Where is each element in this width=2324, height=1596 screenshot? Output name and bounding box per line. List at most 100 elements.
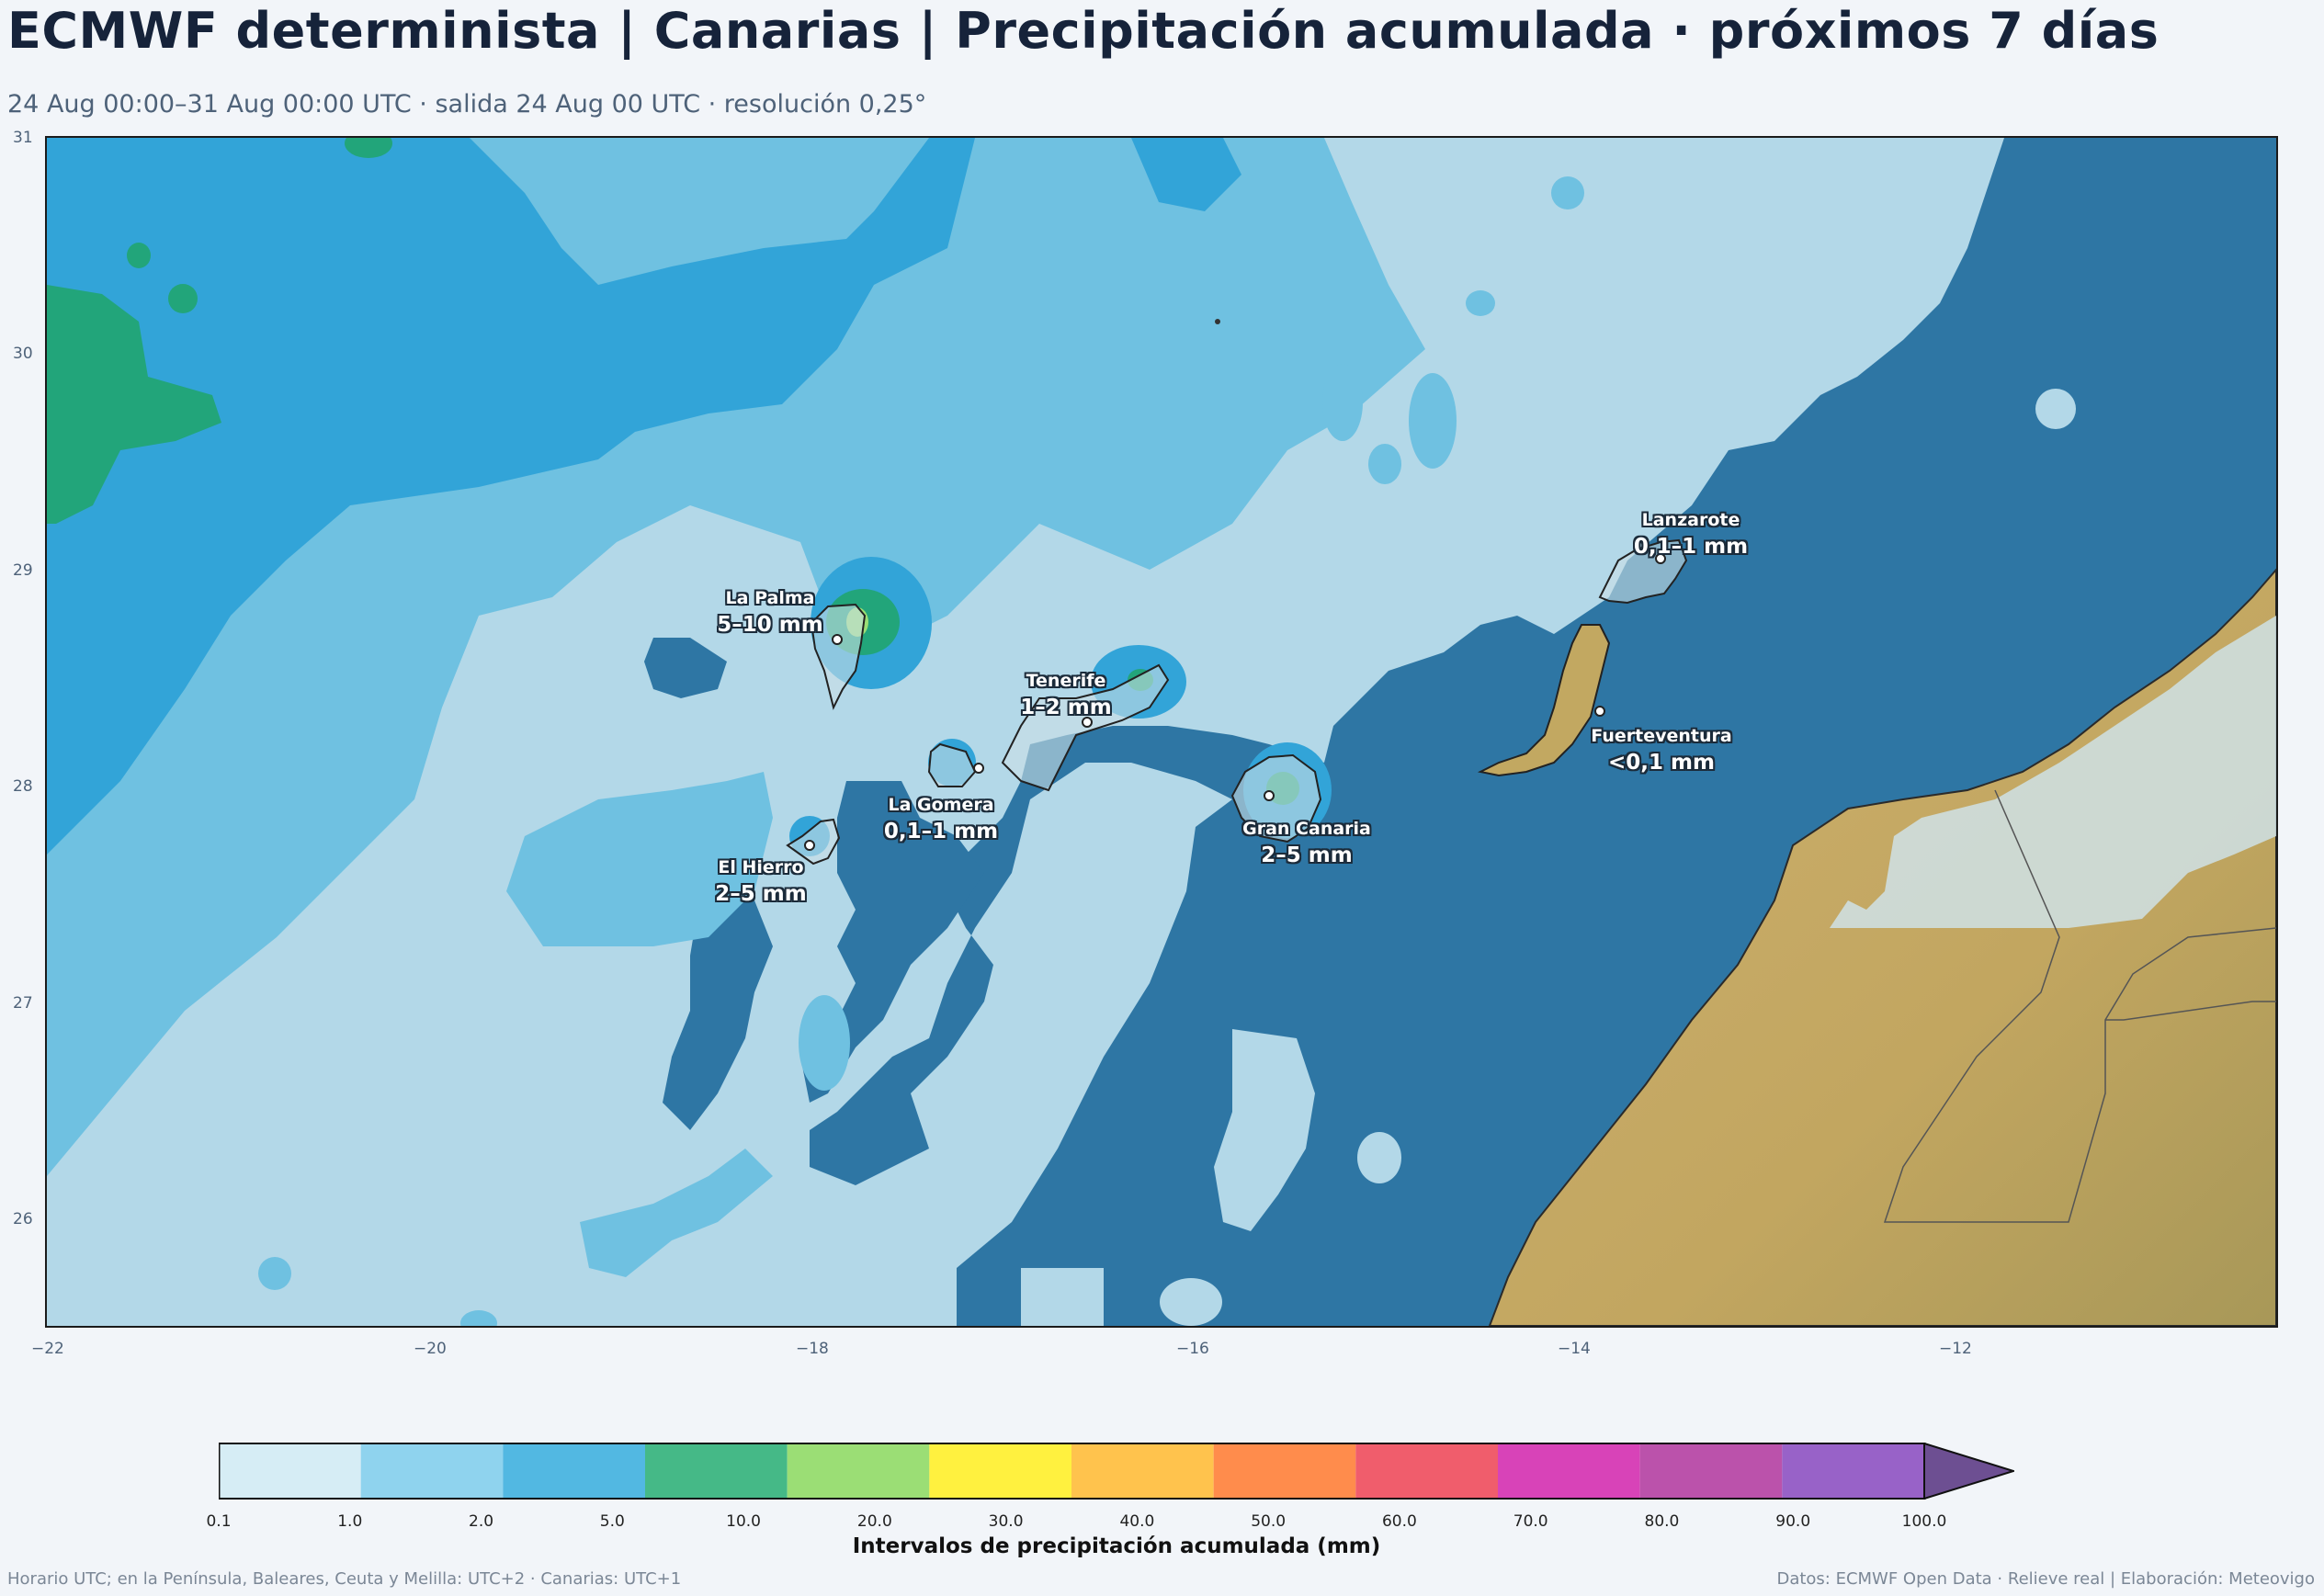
africa-light-coast — [1830, 616, 2276, 928]
station-marker — [973, 763, 984, 774]
colorbar-title: Intervalos de precipitación acumulada (m… — [852, 1534, 1381, 1558]
band-dark — [47, 138, 975, 855]
island-label-value: 2–5 mm — [715, 882, 807, 906]
band-ocean — [810, 138, 2276, 1326]
station-marker — [1594, 706, 1605, 717]
y-tick-label: 27 — [13, 994, 33, 1013]
band-green — [47, 285, 221, 524]
y-tick-label: 29 — [13, 561, 33, 580]
island-label-value: 5–10 mm — [717, 613, 823, 637]
band-ocean-palma — [644, 638, 727, 698]
colorbar-segment — [1213, 1443, 1356, 1499]
band-medium-blob — [1368, 444, 1401, 484]
colorbar-segment — [1355, 1443, 1498, 1499]
colorbar-segment — [929, 1443, 1071, 1499]
band-medium-blob — [1322, 364, 1363, 441]
colorbar-tick-label: 90.0 — [1775, 1512, 1811, 1531]
footer-timezone-note: Horario UTC; en la Península, Baleares, … — [7, 1569, 682, 1589]
green-blob — [168, 284, 198, 313]
colorbar-tick-label: 80.0 — [1644, 1512, 1680, 1531]
colorbar-tick-label: 30.0 — [988, 1512, 1024, 1531]
colorbar-tick-label: 60.0 — [1381, 1512, 1417, 1531]
colorbar-tick-label: 50.0 — [1251, 1512, 1287, 1531]
band-light-patch — [1160, 1278, 1222, 1326]
colorbar-tick-label: 1.0 — [337, 1512, 363, 1531]
island-label-value: 1–2 mm — [1020, 696, 1112, 719]
x-tick-label: −18 — [796, 1340, 829, 1358]
colorbar-segment — [1498, 1443, 1640, 1499]
band-medium-blob — [258, 1257, 291, 1290]
station-marker — [804, 840, 815, 851]
colorbar-tick-label: 70.0 — [1513, 1512, 1548, 1531]
colorbar-segment — [1782, 1443, 1924, 1499]
colorbar-tick-label: 5.0 — [599, 1512, 625, 1531]
colorbar-tick-label: 2.0 — [469, 1512, 494, 1531]
border-line — [1883, 789, 2276, 1223]
station-marker — [832, 634, 843, 645]
band-ocean-hierro — [663, 900, 773, 1130]
y-tick-label: 28 — [13, 777, 33, 796]
y-tick-label: 31 — [13, 129, 33, 147]
colorbar-segment — [219, 1443, 361, 1499]
island-label-value: 0,1–1 mm — [1633, 535, 1749, 559]
colorbar-segment — [503, 1443, 645, 1499]
page-title: ECMWF determinista | Canarias | Precipit… — [7, 2, 2160, 60]
island-label-name: La Palma — [725, 588, 815, 608]
colorbar-extend-arrow — [1923, 1443, 2014, 1500]
colorbar — [219, 1443, 2014, 1500]
band-medium-blob — [1466, 290, 1495, 316]
footer-credits: Datos: ECMWF Open Data · Relieve real | … — [1776, 1569, 2315, 1589]
band-light-patch — [2035, 389, 2076, 429]
island-fuerteventura — [1477, 624, 1611, 777]
band-medium-blob — [1551, 176, 1584, 209]
island-tenerife — [1001, 663, 1170, 792]
station-marker — [1264, 790, 1275, 801]
band-medium-blob — [1409, 373, 1457, 469]
colorbar-segment — [645, 1443, 788, 1499]
band-dark-north — [1131, 138, 1241, 211]
island-label-name: La Gomera — [888, 795, 994, 815]
x-tick-label: −22 — [31, 1340, 64, 1358]
x-tick-label: −16 — [1176, 1340, 1209, 1358]
colorbar-segment — [1071, 1443, 1214, 1499]
station-marker — [1655, 553, 1666, 564]
x-tick-label: −12 — [1939, 1340, 1972, 1358]
colorbar-tick-label: 40.0 — [1119, 1512, 1155, 1531]
x-tick-label: −20 — [414, 1340, 447, 1358]
green-blob — [127, 243, 151, 268]
band-medium-south — [580, 1149, 773, 1277]
colorbar-tick-label: 10.0 — [726, 1512, 761, 1531]
page-subtitle: 24 Aug 00:00–31 Aug 00:00 UTC · salida 2… — [7, 90, 927, 119]
island-label-name: El Hierro — [718, 857, 804, 877]
colorbar-segment — [360, 1443, 504, 1499]
band-light-patch — [1357, 1132, 1401, 1183]
colorbar-tick-label: 0.1 — [206, 1512, 232, 1531]
station-marker — [1082, 717, 1093, 728]
y-tick-label: 26 — [13, 1210, 33, 1228]
colorbar-tick-label: 20.0 — [856, 1512, 892, 1531]
colorbar-segment — [787, 1443, 930, 1499]
band-medium-hierro — [506, 772, 773, 946]
precipitation-map[interactable] — [45, 136, 2278, 1328]
island-label-name: Fuerteventura — [1591, 726, 1732, 746]
band-light-patch — [1214, 1029, 1315, 1231]
band-medium-blob — [460, 1310, 497, 1326]
green-blob — [345, 138, 392, 158]
island-label-value: 2–5 mm — [1261, 843, 1353, 867]
y-tick-label: 30 — [13, 345, 33, 363]
island-label-name: Gran Canaria — [1242, 819, 1371, 839]
border-line — [2105, 1001, 2276, 1021]
map-canvas — [47, 138, 2276, 1326]
island-label-value: <0,1 mm — [1608, 751, 1715, 775]
island-la-gomera — [927, 742, 977, 787]
colorbar-tick-label: 100.0 — [1901, 1512, 1947, 1531]
island-gran-canaria — [1230, 753, 1322, 843]
colorbar-segment — [1639, 1443, 1783, 1499]
band-medium-blob — [799, 995, 850, 1091]
x-tick-label: −14 — [1558, 1340, 1591, 1358]
island-label-name: Tenerife — [1026, 671, 1106, 691]
island-label-value: 0,1–1 mm — [883, 820, 999, 843]
island-la-palma — [810, 603, 867, 710]
island-label-name: Lanzarote — [1641, 510, 1740, 530]
islet-marker — [1215, 319, 1220, 324]
